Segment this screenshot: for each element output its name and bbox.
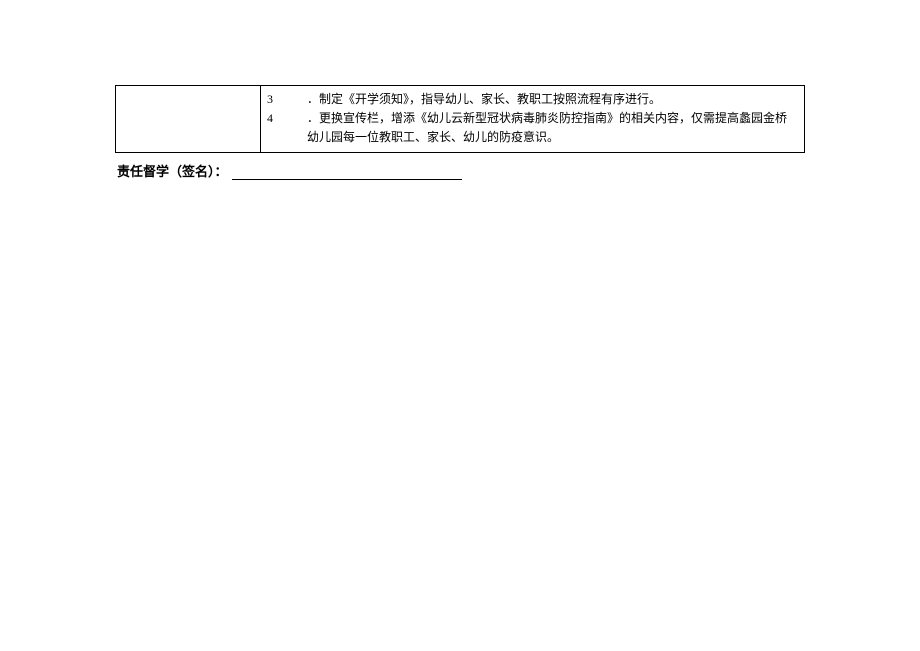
table-row: 3 ．制定《开学须知》，指导幼儿、家长、教职工按照流程有序进行。 4 ．更换宣传… [116, 86, 805, 153]
signature-underline [232, 167, 462, 180]
list-item: 4 ．更换宣传栏，增添《幼儿云新型冠状病毒肺炎防控指南》的相关内容，仅需提高蠡园… [267, 109, 798, 147]
table-cell-left [116, 86, 261, 153]
item-number: 4 [267, 109, 279, 128]
item-text: ．制定《开学须知》，指导幼儿、家长、教职工按照流程有序进行。 [307, 90, 661, 109]
list-item: 3 ．制定《开学须知》，指导幼儿、家长、教职工按照流程有序进行。 [267, 90, 798, 109]
signature-line: 责任督学（签名）： [115, 161, 805, 180]
item-text: ．更换宣传栏，增添《幼儿云新型冠状病毒肺炎防控指南》的相关内容，仅需提高蠡园金桥… [307, 109, 798, 147]
document-table-fragment: 3 ．制定《开学须知》，指导幼儿、家长、教职工按照流程有序进行。 4 ．更换宣传… [115, 85, 805, 153]
item-number: 3 [267, 90, 279, 109]
signature-label: 责任督学（签名）： [117, 164, 228, 179]
table-cell-right: 3 ．制定《开学须知》，指导幼儿、家长、教职工按照流程有序进行。 4 ．更换宣传… [261, 86, 805, 153]
